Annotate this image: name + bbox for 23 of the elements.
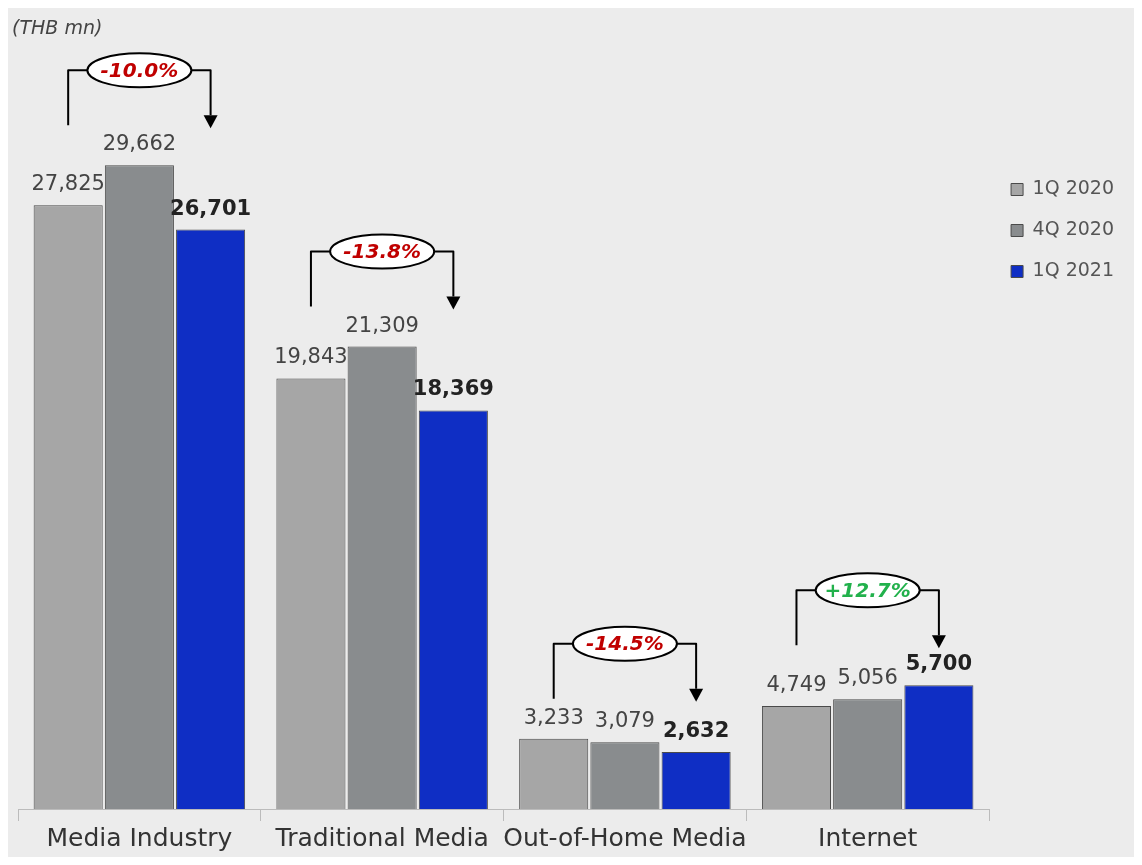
x-tick-label: Out-of-Home Media [503,822,747,852]
x-tick-label: Internet [818,822,918,852]
data-label: 19,843 [274,344,348,369]
legend-label: 4Q 2020 [1032,217,1114,240]
data-label: 21,309 [345,312,419,337]
data-label: 5,056 [837,665,898,690]
data-label: 3,233 [523,704,584,729]
annotation: -13.8% [343,238,421,263]
data-label: 27,825 [31,171,105,196]
data-label: 29,662 [102,131,177,156]
annotation: +12.7% [824,577,911,602]
x-tick-label: Traditional Media [274,822,489,852]
data-label: 3,079 [594,708,655,733]
x-tick-label: Media Industry [46,822,233,852]
data-label: 2,632 [662,717,730,742]
text: -10.0% [100,57,179,82]
annotation: -14.5% [586,631,664,656]
legend-label: 1Q 2021 [1032,258,1114,281]
data-label: 4,749 [766,671,827,696]
data-label: 18,369 [412,376,494,401]
chart-subtitle: (THB mn) [12,16,103,39]
legend-label: 1Q 2020 [1032,176,1114,199]
data-label: 5,700 [905,651,973,676]
